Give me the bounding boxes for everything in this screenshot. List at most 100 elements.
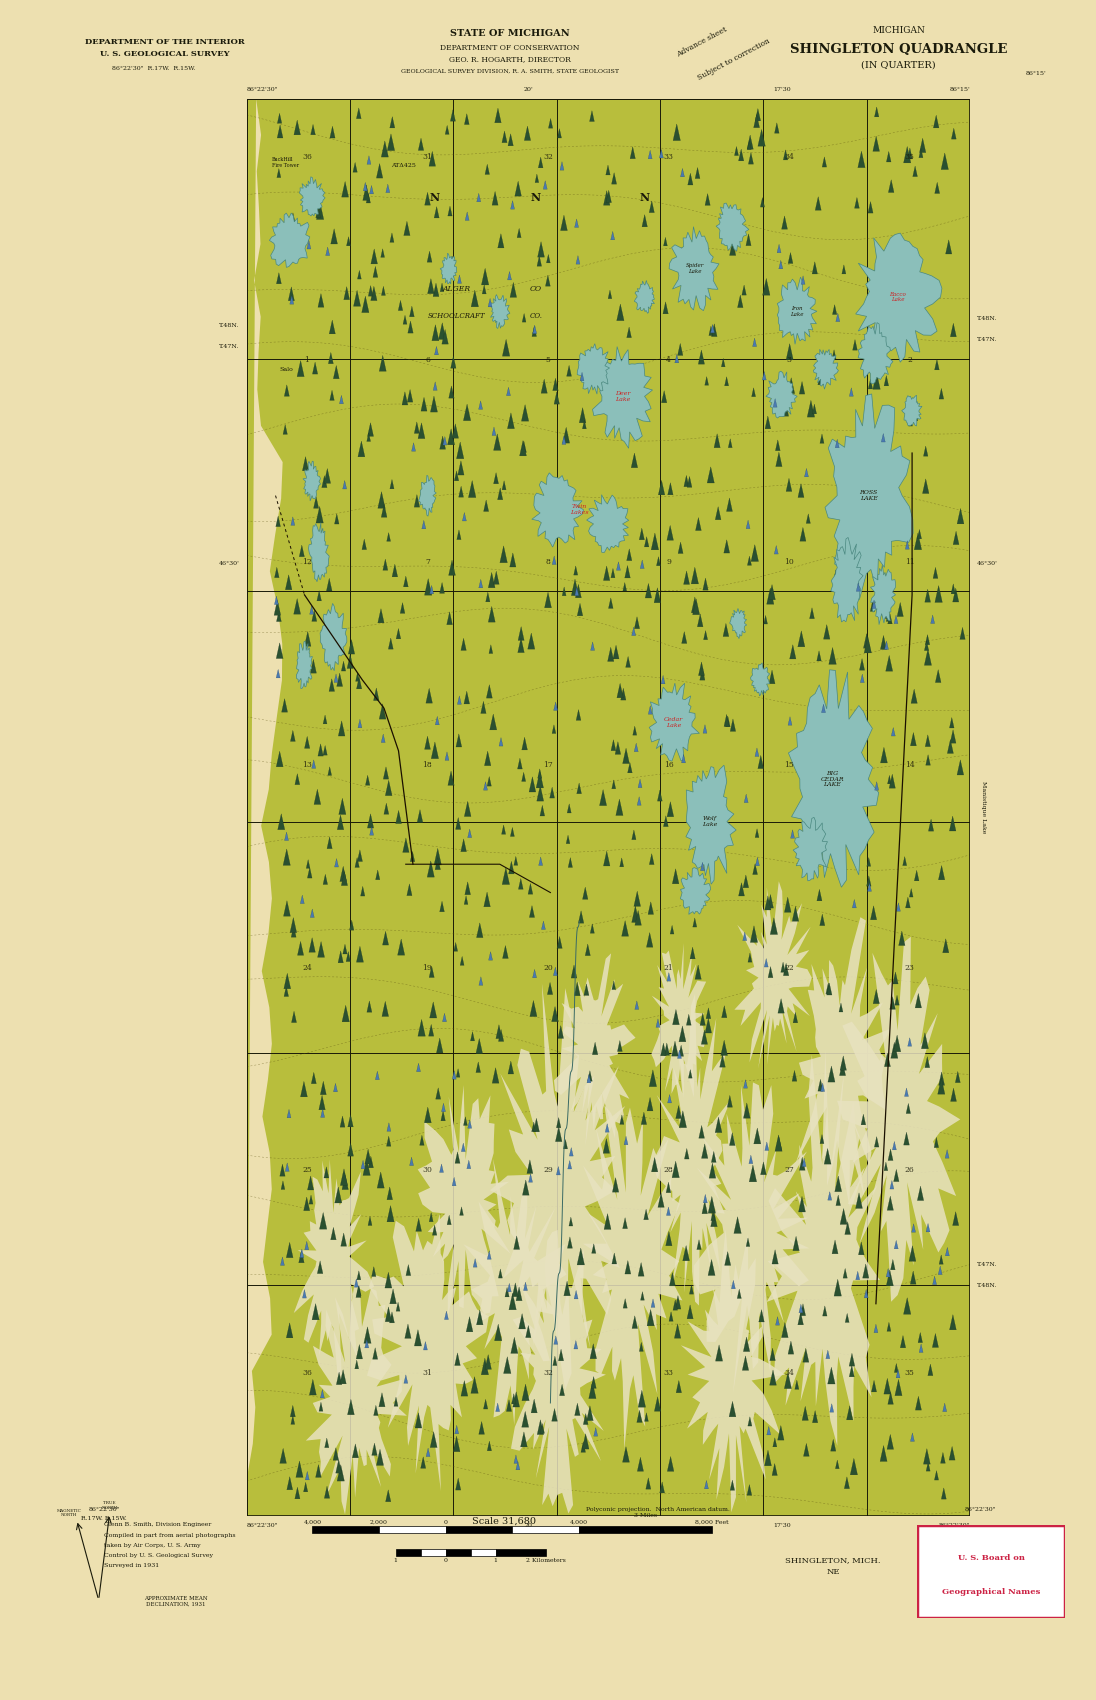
Text: N: N (639, 192, 650, 204)
Polygon shape (551, 1408, 558, 1421)
Polygon shape (356, 947, 364, 962)
Polygon shape (773, 398, 777, 406)
Polygon shape (284, 384, 289, 396)
Polygon shape (387, 532, 390, 541)
Polygon shape (637, 1411, 642, 1423)
Polygon shape (492, 192, 498, 206)
Polygon shape (785, 898, 791, 913)
Polygon shape (488, 607, 495, 622)
Polygon shape (812, 262, 818, 274)
Polygon shape (751, 544, 758, 561)
Polygon shape (450, 110, 456, 121)
Text: SHINGLETON QUADRANGLE: SHINGLETON QUADRANGLE (790, 42, 1007, 56)
Polygon shape (615, 741, 620, 755)
Polygon shape (605, 1124, 609, 1132)
Polygon shape (586, 495, 629, 552)
Polygon shape (385, 1307, 391, 1321)
Polygon shape (893, 972, 898, 984)
Polygon shape (481, 702, 487, 714)
Polygon shape (468, 830, 471, 838)
Text: 7: 7 (425, 558, 430, 566)
Polygon shape (334, 513, 339, 524)
Polygon shape (765, 1142, 768, 1151)
Text: Geographical Names: Geographical Names (943, 1588, 1040, 1596)
Polygon shape (429, 1025, 434, 1035)
Polygon shape (576, 784, 582, 794)
Polygon shape (903, 857, 906, 865)
Polygon shape (730, 1481, 734, 1491)
Polygon shape (537, 785, 544, 801)
Polygon shape (522, 738, 527, 750)
Polygon shape (276, 272, 282, 284)
Polygon shape (283, 848, 290, 865)
Polygon shape (912, 1224, 915, 1232)
Polygon shape (329, 320, 335, 333)
Polygon shape (483, 892, 490, 906)
Polygon shape (464, 692, 469, 704)
Polygon shape (338, 1464, 344, 1481)
Polygon shape (616, 799, 623, 816)
Polygon shape (872, 600, 876, 609)
Polygon shape (568, 857, 572, 867)
Text: 22: 22 (785, 964, 794, 971)
Polygon shape (510, 282, 516, 297)
Polygon shape (487, 685, 492, 699)
Polygon shape (750, 1164, 756, 1181)
Polygon shape (822, 704, 825, 712)
Polygon shape (788, 377, 795, 394)
Polygon shape (864, 636, 871, 653)
Polygon shape (698, 350, 705, 364)
Polygon shape (716, 1345, 722, 1362)
Polygon shape (494, 1324, 502, 1341)
Polygon shape (884, 1163, 888, 1171)
Polygon shape (632, 726, 637, 734)
Polygon shape (569, 1217, 573, 1226)
Polygon shape (860, 675, 865, 683)
Polygon shape (693, 598, 699, 615)
Polygon shape (423, 1341, 427, 1350)
Polygon shape (320, 1389, 324, 1397)
Polygon shape (663, 238, 667, 246)
Polygon shape (574, 1341, 578, 1350)
Polygon shape (910, 889, 913, 898)
Polygon shape (642, 214, 648, 226)
Text: 34: 34 (784, 1368, 795, 1377)
Polygon shape (649, 1069, 657, 1086)
Text: Wolf
Lake: Wolf Lake (701, 816, 717, 828)
Polygon shape (767, 1426, 770, 1435)
Polygon shape (318, 942, 324, 957)
Polygon shape (697, 892, 701, 903)
Polygon shape (529, 906, 535, 918)
Polygon shape (426, 688, 433, 704)
Polygon shape (546, 275, 550, 286)
Polygon shape (673, 1300, 677, 1311)
Polygon shape (754, 114, 760, 128)
Polygon shape (384, 802, 389, 814)
Polygon shape (457, 275, 461, 284)
Polygon shape (924, 641, 928, 651)
Polygon shape (513, 1392, 520, 1408)
Polygon shape (770, 918, 777, 935)
Polygon shape (541, 379, 547, 393)
Polygon shape (484, 751, 491, 765)
Polygon shape (612, 173, 617, 184)
Polygon shape (638, 1391, 646, 1408)
Polygon shape (506, 388, 511, 396)
Polygon shape (347, 1399, 354, 1414)
Polygon shape (448, 559, 456, 575)
Text: 5: 5 (546, 355, 550, 364)
Polygon shape (842, 265, 846, 274)
Polygon shape (721, 1040, 728, 1056)
Polygon shape (820, 434, 824, 444)
Polygon shape (393, 1397, 398, 1406)
Polygon shape (856, 233, 941, 362)
Polygon shape (419, 138, 424, 150)
Polygon shape (286, 1323, 293, 1338)
Polygon shape (648, 901, 653, 915)
Polygon shape (875, 1137, 879, 1148)
Polygon shape (292, 1012, 297, 1023)
Polygon shape (924, 649, 932, 665)
Polygon shape (617, 683, 624, 697)
Polygon shape (850, 1459, 857, 1476)
Polygon shape (327, 578, 332, 592)
